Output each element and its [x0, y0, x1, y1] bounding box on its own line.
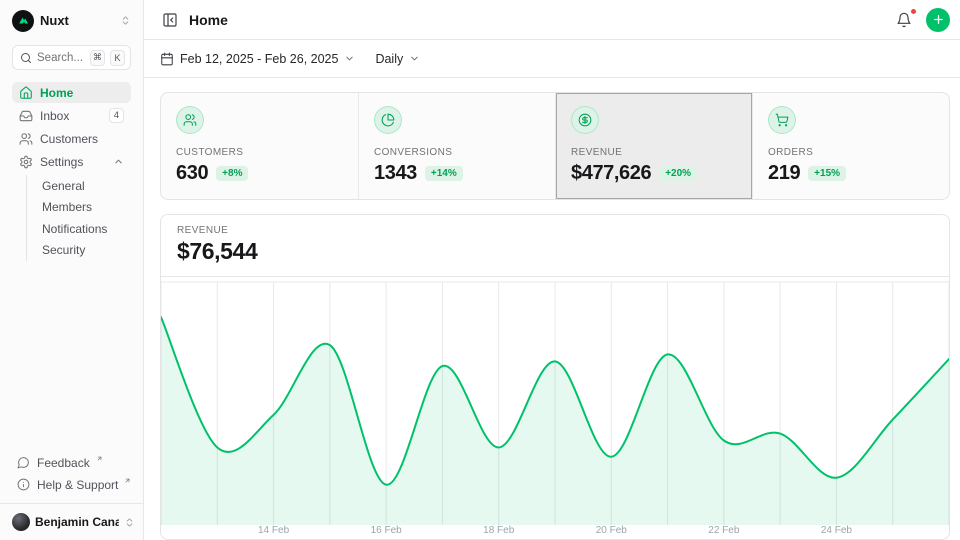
- sidebar-item-customers[interactable]: Customers: [12, 128, 131, 149]
- inbox-count-badge: 4: [108, 108, 124, 123]
- granularity-label: Daily: [375, 51, 404, 66]
- workspace-name: Nuxt: [40, 13, 69, 28]
- users-icon: [19, 132, 33, 146]
- home-icon: [19, 86, 33, 100]
- external-link-icon: [124, 477, 131, 484]
- stat-label: CUSTOMERS: [176, 147, 244, 158]
- page-title: Home: [189, 11, 228, 28]
- dollar-circle-icon: [571, 106, 599, 134]
- sidebar-nav: Home Inbox 4 Customers Settings: [0, 72, 143, 261]
- stat-card-customers[interactable]: CUSTOMERS 630 +8%: [161, 93, 358, 199]
- stat-value: 219: [768, 162, 801, 184]
- chevron-up-icon: [113, 156, 124, 167]
- kbd-meta: ⌘: [90, 49, 105, 66]
- x-tick-label: 14 Feb: [257, 525, 290, 537]
- plus-icon: [932, 13, 945, 26]
- chevrons-up-down-icon: [120, 15, 131, 26]
- chart-metric-label: REVENUE: [177, 224, 229, 236]
- chart-metric-value: $76,544: [177, 237, 258, 264]
- stat-card-orders[interactable]: ORDERS 219 +15%: [752, 93, 949, 199]
- notification-dot: [910, 7, 917, 15]
- workspace-selector[interactable]: Nuxt: [0, 7, 143, 34]
- add-button[interactable]: [926, 7, 950, 32]
- chart-x-axis: 14 Feb 16 Feb 18 Feb 20 Feb 22 Feb 24 Feb: [161, 525, 949, 539]
- notifications-button[interactable]: [894, 7, 917, 30]
- revenue-chart-card: REVENUE $76,544 14 Feb 16 Feb 18 Feb 20 Feb…: [160, 213, 950, 540]
- user-menu[interactable]: Benjamin Canac: [0, 503, 143, 540]
- date-range-label: Feb 12, 2025 - Feb 26, 2025: [180, 51, 339, 66]
- stat-card-revenue[interactable]: REVENUE $477,626 +20%: [555, 93, 752, 199]
- sidebar-item-notifications[interactable]: Notifications: [42, 221, 108, 236]
- help-support-label: Help & Support: [37, 477, 119, 492]
- sidebar-item-home[interactable]: Home: [12, 82, 131, 103]
- panel-left-close-icon: [162, 12, 178, 28]
- nuxt-logo-icon: [12, 9, 34, 32]
- stat-value: 630: [176, 162, 209, 184]
- sidebar-item-members[interactable]: Members: [42, 200, 93, 215]
- inbox-icon: [19, 109, 33, 123]
- stats-row: CUSTOMERS 630 +8% CONVERSIONS 1343 +14%: [160, 92, 950, 200]
- chevron-down-icon: [344, 53, 355, 64]
- collapse-sidebar-button[interactable]: [160, 10, 180, 30]
- sidebar-footer: Feedback Help & Support: [0, 448, 143, 503]
- search-input-box[interactable]: ⌘ K: [12, 45, 131, 70]
- sidebar-spacer: [0, 261, 143, 448]
- topbar-actions: [894, 7, 950, 32]
- users-icon: [176, 106, 204, 134]
- stat-label: ORDERS: [768, 147, 814, 158]
- sidebar-item-settings[interactable]: Settings: [12, 151, 131, 172]
- pie-chart-icon: [374, 106, 402, 134]
- user-name: Benjamin Canac: [35, 515, 119, 529]
- avatar: [12, 513, 30, 531]
- stat-value: $477,626: [571, 162, 652, 184]
- stat-card-conversions[interactable]: CONVERSIONS 1343 +14%: [358, 93, 555, 199]
- x-tick-label: 16 Feb: [370, 525, 402, 537]
- filter-toolbar: Feb 12, 2025 - Feb 26, 2025 Daily: [144, 40, 960, 78]
- calendar-icon: [160, 52, 174, 66]
- help-support-link[interactable]: Help & Support: [12, 474, 131, 495]
- page-content: CUSTOMERS 630 +8% CONVERSIONS 1343 +14%: [144, 78, 960, 540]
- bell-icon: [896, 12, 912, 28]
- date-range-button[interactable]: Feb 12, 2025 - Feb 26, 2025: [160, 52, 355, 66]
- top-header: Home: [144, 0, 960, 40]
- stat-label: REVENUE: [571, 147, 623, 158]
- sidebar-item-label: Settings: [40, 154, 84, 169]
- gear-icon: [19, 155, 33, 169]
- x-tick-label: 20 Feb: [595, 525, 627, 537]
- x-tick-label: 18 Feb: [483, 525, 515, 537]
- settings-subnav: General Members Notifications Security: [26, 175, 131, 261]
- stat-delta-badge: +14%: [424, 166, 463, 181]
- sidebar-item-general[interactable]: General: [42, 178, 85, 193]
- revenue-area-chart[interactable]: [161, 277, 949, 526]
- feedback-label: Feedback: [37, 455, 90, 470]
- stat-label: CONVERSIONS: [374, 147, 453, 158]
- sidebar: Nuxt ⌘ K Home Inbo: [0, 0, 144, 540]
- stat-value: 1343: [374, 162, 417, 184]
- granularity-select[interactable]: Daily: [375, 52, 420, 66]
- chart-canvas[interactable]: [161, 277, 949, 526]
- sidebar-item-label: Inbox: [40, 108, 70, 123]
- sidebar-item-label: Customers: [40, 131, 99, 146]
- sidebar-item-inbox[interactable]: Inbox 4: [12, 105, 131, 126]
- external-link-icon: [96, 455, 103, 462]
- x-tick-label: 22 Feb: [708, 525, 740, 537]
- stat-delta-badge: +15%: [808, 166, 847, 181]
- sidebar-item-label: Home: [40, 85, 74, 100]
- stat-delta-badge: +8%: [216, 166, 249, 181]
- info-icon: [17, 478, 30, 491]
- x-tick-label: 24 Feb: [820, 525, 852, 537]
- stat-delta-badge: +20%: [659, 166, 698, 181]
- main-area: Home Feb 12, 2: [144, 0, 960, 540]
- sidebar-item-security[interactable]: Security: [42, 243, 86, 258]
- chevron-down-icon: [409, 53, 420, 64]
- feedback-link[interactable]: Feedback: [12, 452, 131, 473]
- search-icon: [20, 52, 32, 64]
- chart-header: REVENUE $76,544: [161, 215, 949, 277]
- search-input[interactable]: [37, 51, 85, 64]
- cart-icon: [768, 106, 796, 134]
- message-icon: [17, 456, 30, 469]
- kbd-k: K: [110, 49, 125, 66]
- chevrons-up-down-icon: [124, 517, 135, 528]
